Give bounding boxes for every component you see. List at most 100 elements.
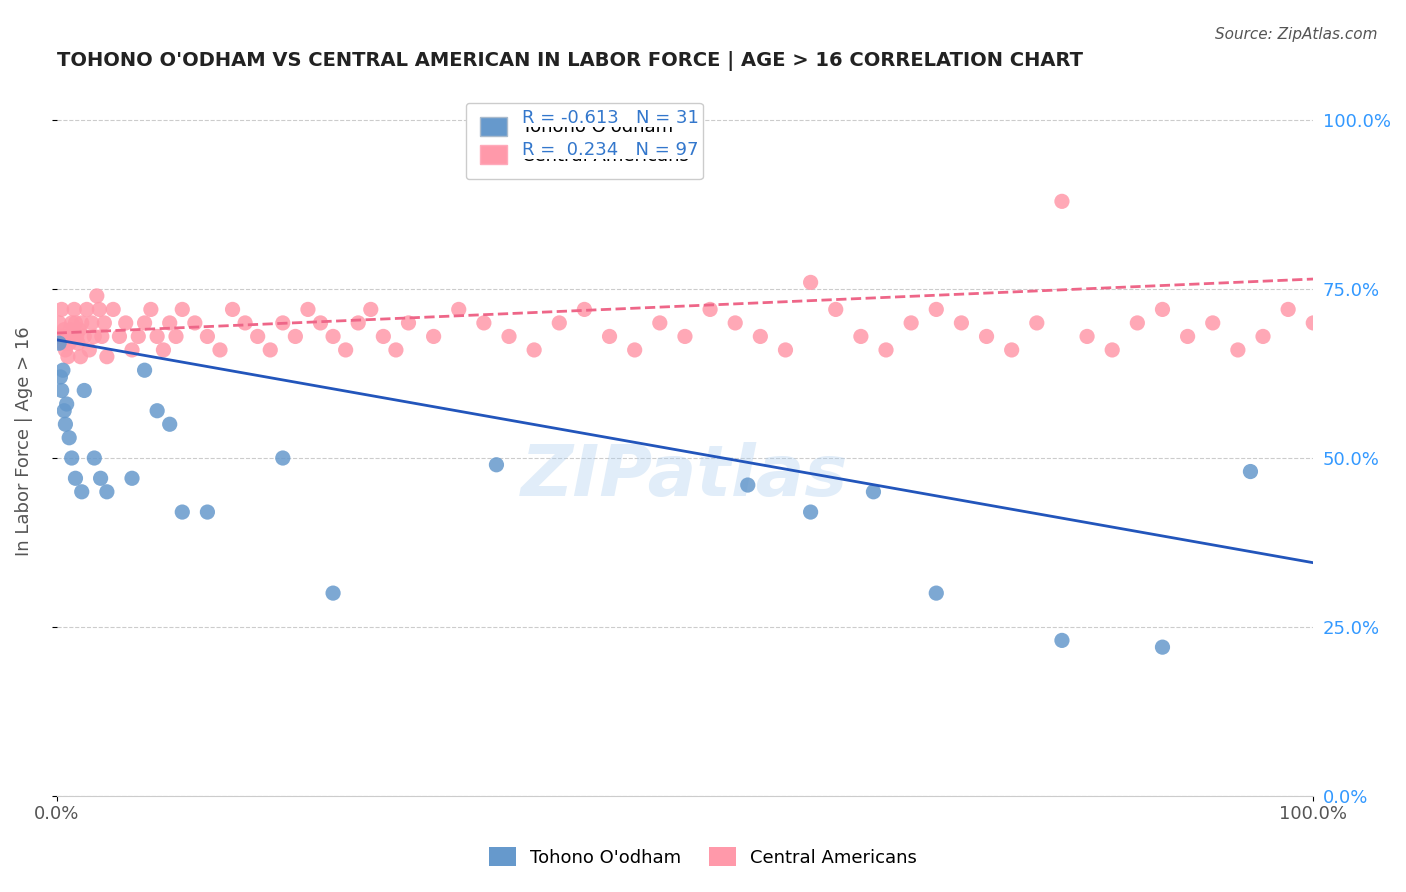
Point <box>83 450 105 465</box>
Point <box>58 336 80 351</box>
Point <box>121 343 143 357</box>
Point <box>648 316 671 330</box>
Point <box>48 316 70 330</box>
Point <box>824 302 846 317</box>
Point <box>599 329 621 343</box>
Point <box>737 478 759 492</box>
Point <box>49 329 72 343</box>
Point <box>673 329 696 343</box>
Point <box>271 450 294 465</box>
Text: R = -0.613   N = 31: R = -0.613 N = 31 <box>522 110 699 128</box>
Point <box>152 343 174 357</box>
Point <box>1050 633 1073 648</box>
Point <box>498 329 520 343</box>
Point <box>360 302 382 317</box>
Point <box>60 450 83 465</box>
Point <box>146 329 169 343</box>
Point <box>297 302 319 317</box>
Point <box>52 336 75 351</box>
Point <box>108 329 131 343</box>
Point <box>51 384 73 398</box>
Point <box>271 316 294 330</box>
Point <box>63 302 86 317</box>
Point <box>800 505 823 519</box>
Point <box>422 329 444 343</box>
Point <box>900 316 922 330</box>
Point <box>284 329 307 343</box>
Point <box>1126 316 1149 330</box>
Point <box>159 417 181 432</box>
Point <box>1076 329 1098 343</box>
Legend: Tohono O'odham, Central Americans: Tohono O'odham, Central Americans <box>482 840 924 874</box>
Point <box>49 370 72 384</box>
Point <box>55 343 77 357</box>
Point <box>69 350 91 364</box>
Point <box>159 316 181 330</box>
Point <box>749 329 772 343</box>
Point <box>1025 316 1047 330</box>
Point <box>121 471 143 485</box>
Point <box>65 471 87 485</box>
Point <box>66 329 89 343</box>
Point <box>101 302 124 317</box>
Point <box>96 350 118 364</box>
Point <box>134 363 156 377</box>
Point <box>849 329 872 343</box>
Point <box>309 316 332 330</box>
Point <box>127 329 149 343</box>
Point <box>950 316 973 330</box>
Point <box>52 363 75 377</box>
Point <box>67 323 90 337</box>
Point <box>246 329 269 343</box>
Point <box>58 431 80 445</box>
Point <box>165 329 187 343</box>
Point <box>55 417 77 432</box>
Point <box>1302 316 1324 330</box>
Point <box>322 329 344 343</box>
Point <box>172 505 194 519</box>
Point <box>73 329 96 343</box>
Point <box>79 343 101 357</box>
Point <box>70 316 93 330</box>
Point <box>86 289 108 303</box>
Point <box>56 350 79 364</box>
Point <box>66 336 89 351</box>
Point <box>197 505 219 519</box>
Point <box>55 329 77 343</box>
Point <box>55 397 77 411</box>
Point <box>184 316 207 330</box>
Point <box>800 276 823 290</box>
Point <box>925 586 948 600</box>
Point <box>925 302 948 317</box>
Point <box>472 316 495 330</box>
Point <box>574 302 596 317</box>
Text: ZIPatlas: ZIPatlas <box>522 442 849 511</box>
Point <box>373 329 395 343</box>
Point <box>1226 343 1249 357</box>
Point <box>59 323 82 337</box>
Point <box>548 316 571 330</box>
Point <box>523 343 546 357</box>
Point <box>862 484 884 499</box>
Point <box>976 329 998 343</box>
Point <box>347 316 370 330</box>
Point <box>197 329 219 343</box>
Point <box>1251 329 1274 343</box>
Point <box>172 302 194 317</box>
Point <box>1152 640 1174 655</box>
Point <box>1152 302 1174 317</box>
Point <box>259 343 281 357</box>
Point <box>208 343 231 357</box>
Point <box>724 316 747 330</box>
Point <box>447 302 470 317</box>
Point <box>221 302 243 317</box>
Point <box>335 343 357 357</box>
Point <box>623 343 645 357</box>
Point <box>90 471 112 485</box>
Point <box>1202 316 1225 330</box>
Point <box>134 316 156 330</box>
Point <box>139 302 162 317</box>
Point <box>385 343 408 357</box>
Point <box>70 484 93 499</box>
Text: R =  0.234   N = 97: R = 0.234 N = 97 <box>522 141 697 160</box>
